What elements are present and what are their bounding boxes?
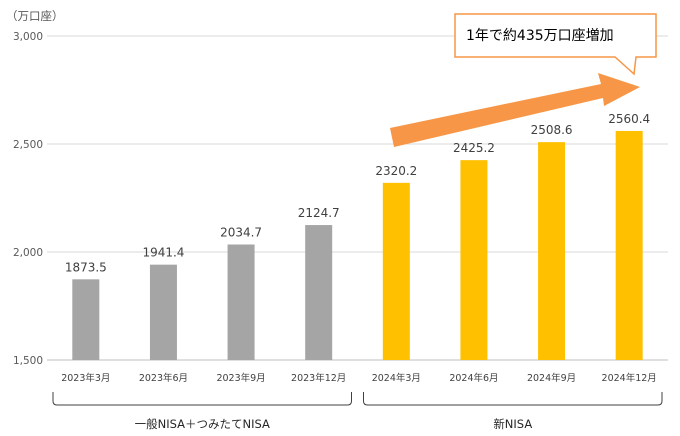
y-tick-label: 1,500: [13, 355, 43, 367]
bar: [72, 279, 100, 360]
y-axis-ticks: 1,500 2,000 2,500 3,000: [13, 31, 43, 367]
x-axis-ticks: 2023年3月 2023年6月 2023年9月 2023年12月 2024年3月 2024…: [61, 372, 657, 384]
data-label: 2560.4: [608, 112, 650, 126]
group-bracket: [52, 392, 352, 406]
bar: [305, 225, 333, 360]
y-tick-label: 2,000: [13, 247, 43, 259]
group-label: 新NISA: [493, 417, 532, 431]
bar: [382, 182, 410, 360]
x-tick-label: 2023年3月: [61, 372, 110, 384]
bars: 1873.5 1941.4 2034.7 2124.7 2320.2 2425.2 2508…: [65, 112, 650, 360]
y-axis-unit-label: （万口座）: [6, 9, 64, 23]
x-tick-label: 2023年12月: [291, 372, 346, 384]
data-label: 1941.4: [142, 246, 184, 260]
group-label: 一般NISA＋つみたてNISA: [135, 417, 270, 431]
bar: [149, 264, 177, 360]
data-label: 2508.6: [531, 123, 573, 137]
x-tick-label: 2024年12月: [602, 372, 657, 384]
x-tick-label: 2023年6月: [139, 372, 188, 384]
data-label: 2425.2: [453, 141, 495, 155]
x-tick-label: 2024年3月: [372, 372, 421, 384]
gridlines: [47, 35, 668, 361]
x-tick-label: 2024年6月: [449, 372, 498, 384]
group-brackets: 一般NISA＋つみたてNISA 新NISA: [52, 392, 663, 431]
data-label: 1873.5: [65, 260, 107, 274]
x-tick-label: 2023年9月: [216, 372, 265, 384]
trend-arrow: [390, 73, 640, 147]
data-label: 2034.7: [220, 226, 262, 240]
bar: [615, 130, 643, 360]
y-tick-label: 2,500: [13, 139, 43, 151]
bar: [227, 244, 255, 360]
group-bracket: [363, 392, 663, 406]
callout-text: 1年で約435万口座増加: [466, 28, 614, 44]
data-label: 2320.2: [375, 164, 417, 178]
data-label: 2124.7: [298, 206, 340, 220]
x-tick-label: 2024年9月: [527, 372, 576, 384]
bar: [460, 160, 488, 360]
bar: [538, 142, 566, 360]
y-tick-label: 3,000: [13, 31, 43, 43]
callout-box: [454, 13, 657, 76]
